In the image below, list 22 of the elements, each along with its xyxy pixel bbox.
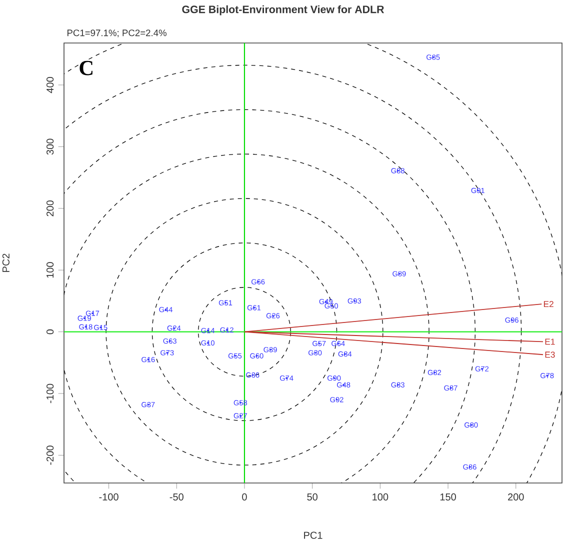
series-label: E1 [545,338,555,345]
x-tick-label: -100 [99,493,118,500]
y-tick-label: 0 [46,329,54,334]
chart-subtitle: PC1=97.1%; PC2=2.4% [67,30,166,38]
x-tick-label: 200 [508,493,524,500]
annotation: C [80,60,92,76]
chart-title: GGE Biplot-Environment View for ADLR [182,5,384,16]
y-axis-title: PC2 [2,254,10,272]
y-tick-label: 100 [46,262,54,278]
y-tick-label: 300 [46,138,54,155]
series-label: E3 [545,352,555,358]
x-tick-label: -50 [170,493,184,500]
y-tick-label: 400 [46,77,54,94]
x-axis-title: PC1 [304,532,322,539]
y-tick-label: -200 [46,446,54,465]
y-tick-label: 200 [46,200,54,216]
x-tick-label: 50 [307,493,318,500]
y-tick-label: -100 [46,384,54,404]
x-tick-label: 0 [242,493,247,500]
x-tick-label: 150 [440,493,456,500]
series-label: E2 [544,301,554,308]
x-tick-label: 100 [372,493,388,500]
